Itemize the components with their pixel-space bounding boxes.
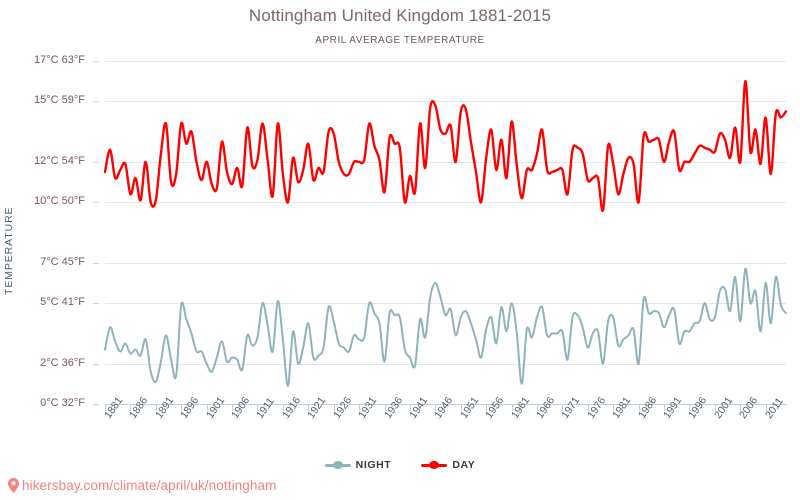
x-axis-tick-mark [765,404,767,411]
y-axis-tick-label: 12°C 54°F [34,154,85,167]
legend-swatch-day-icon [421,460,448,470]
x-axis-tick-mark [714,404,716,411]
x-axis-tick-mark [536,404,538,411]
y-axis-tick-mark [93,161,99,163]
x-axis-tick-mark [689,404,691,411]
x-axis-tick-mark [638,404,640,411]
series-path-day [103,79,788,212]
y-axis-tick-label: 10°C 50°F [34,195,85,208]
x-axis-tick-mark [664,404,666,411]
chart-subtitle: APRIL AVERAGE TEMPERATURE [315,35,485,46]
gridline [105,101,786,103]
legend-swatch-night-icon [324,460,351,470]
series-path-night [104,267,787,387]
source-url[interactable]: hikersbay.com/climate/april/uk/nottingha… [22,478,277,493]
x-axis-tick-mark [308,404,310,411]
x-axis-tick-mark [384,404,386,411]
x-axis-tick-mark [562,404,564,411]
gridline [105,61,786,62]
x-axis-tick-mark [613,404,615,411]
page-title: Nottingham United Kingdom 1881-2015 [248,6,552,25]
series-night-line [104,267,787,387]
y-axis-tick-label: 2°C 36°F [40,356,85,369]
x-axis-tick-mark [435,404,437,411]
x-axis-tick-mark [359,404,361,411]
x-axis-tick-mark [333,404,335,411]
x-axis-tick-mark [155,404,157,411]
y-axis-tick-label: 0°C 32°F [40,397,85,409]
gridline [105,363,786,365]
x-axis-tick-labels: 1881 1886 1891 1896 1901 1906 1911 1916 1921 1926… [102,395,787,454]
x-axis-tick-mark [257,404,259,411]
gridline [105,303,786,305]
x-axis-tick-mark [282,404,284,411]
series-day-line [103,79,788,212]
x-axis-tick-mark [486,404,488,411]
x-axis-tick-mark [232,404,234,411]
y-axis-tick-label: 15°C 59°F [34,94,85,107]
y-axis-tick-mark [93,303,99,305]
y-axis-tick-mark [93,262,99,264]
gridline [105,202,786,204]
legend-label: NIGHT [355,459,392,471]
y-axis-tick-label: 5°C 41°F [40,296,85,309]
y-axis-tick-mark [93,61,99,62]
y-axis-tick-mark [93,101,99,103]
x-axis-tick-mark [587,404,589,411]
x-axis-tick-mark [409,404,411,411]
x-axis-tick-mark [206,404,208,411]
y-axis-tick-label: 7°C 45°F [40,255,85,268]
chart-legend: NIGHT DAY [0,459,800,471]
legend-item-night[interactable]: NIGHT [324,459,392,471]
gridline [105,262,786,264]
legend-item-day[interactable]: DAY [421,459,475,471]
x-axis-tick-mark [460,404,462,411]
x-axis-tick-mark [740,404,742,411]
y-axis-tick-mark [93,202,99,204]
gridline [105,161,786,163]
x-axis-line [105,404,787,405]
x-axis-tick-mark [105,404,106,411]
location-pin-icon [8,478,19,493]
x-axis-tick-mark [511,404,513,411]
x-axis-tick-mark [181,404,183,411]
y-axis-tick-mark [93,404,99,405]
legend-label: DAY [452,459,476,471]
x-axis-tick-mark [130,404,132,411]
source-footer[interactable]: hikersbay.com/climate/april/uk/nottingha… [8,478,276,493]
y-axis-tick-mark [93,363,99,365]
y-axis-tick-labels: 0°C 32°F 2°C 36°F 5°C 41°F 7°C 45°F 10°C 50°… [0,54,99,409]
y-axis-tick-label: 17°C 63°F [34,54,85,66]
plot-area [103,61,788,404]
